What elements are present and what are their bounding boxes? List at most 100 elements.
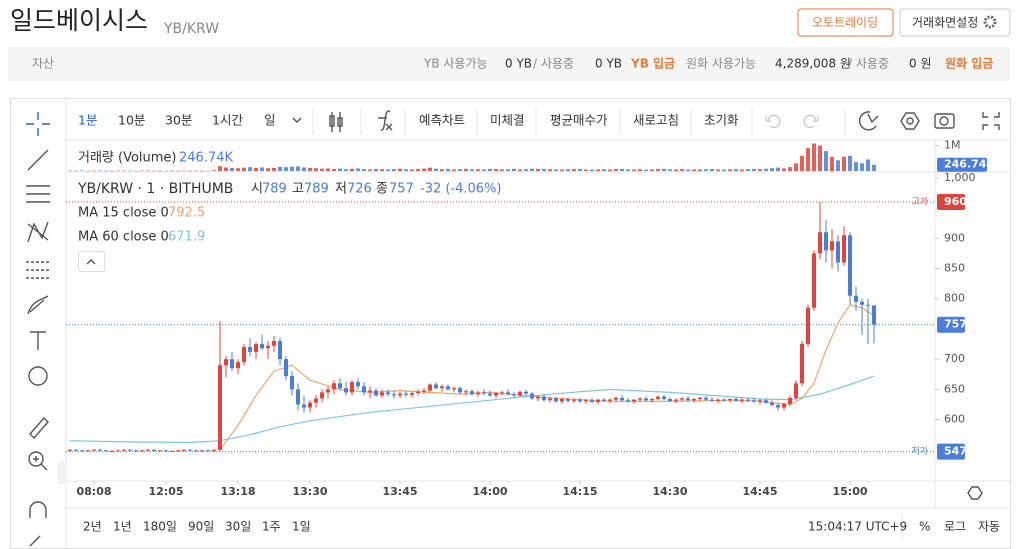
range-button[interactable]: 180일 <box>143 520 177 534</box>
candle-body <box>452 388 456 390</box>
candle-body <box>428 384 432 391</box>
volume-bar <box>416 168 420 171</box>
undo-button[interactable] <box>765 114 781 129</box>
snapshot-button[interactable] <box>934 113 955 129</box>
candle-body <box>590 400 594 403</box>
candle-body <box>296 389 300 405</box>
range-button[interactable]: 1일 <box>292 520 311 534</box>
volume-bar <box>518 169 522 171</box>
tool-button[interactable]: 미체결 <box>490 113 525 128</box>
interval-button[interactable]: 1분 <box>78 113 97 128</box>
range-button[interactable]: 30일 <box>225 520 251 534</box>
indicator-button[interactable] <box>378 110 393 131</box>
log-toggle[interactable]: 로그 <box>944 520 966 534</box>
candle-body <box>98 449 102 451</box>
measure-tool[interactable] <box>29 416 49 440</box>
volume-bar <box>326 168 330 171</box>
price-box-label: 547 <box>944 445 967 458</box>
interval-button[interactable]: 일 <box>264 113 276 128</box>
volume-bar <box>74 170 78 172</box>
fib-tool[interactable] <box>26 185 50 203</box>
candle-body <box>566 399 570 401</box>
replay-button[interactable] <box>858 111 879 131</box>
asset-text: 4,289,008 원 <box>775 57 851 71</box>
tool-button[interactable]: 예측차트 <box>419 113 465 128</box>
volume-bar <box>524 169 528 171</box>
settings-button[interactable] <box>900 112 920 130</box>
projection-tool[interactable] <box>26 261 50 279</box>
line-tool[interactable] <box>27 149 49 171</box>
interval-button[interactable]: 10분 <box>118 113 145 128</box>
candle-body <box>740 399 744 401</box>
brush-tool[interactable] <box>27 295 49 315</box>
emoji-tool[interactable] <box>28 366 48 386</box>
volume-bar <box>608 169 612 171</box>
pattern-tool[interactable] <box>27 221 49 243</box>
tool-button[interactable]: 평균매수가 <box>550 113 608 128</box>
price-box-label: 757 <box>944 318 967 331</box>
interval-button[interactable]: 1시간 <box>212 113 243 128</box>
zoom-tool[interactable] <box>28 451 44 467</box>
volume-bar <box>560 169 564 171</box>
range-button[interactable]: 90일 <box>188 520 214 534</box>
text-tool[interactable] <box>30 331 46 350</box>
volume-bar <box>872 164 876 171</box>
candle-body <box>644 398 648 401</box>
interval-button[interactable]: 30분 <box>165 113 192 128</box>
auto-trade-button[interactable] <box>797 8 894 37</box>
range-button[interactable]: 1주 <box>262 520 281 534</box>
tool-button[interactable]: 새로고침 <box>633 113 679 128</box>
volume-bar <box>386 169 390 171</box>
candle-body <box>734 399 738 401</box>
redo-button[interactable] <box>803 114 819 129</box>
y-tick-label: 900 <box>944 231 965 244</box>
volume-bar <box>146 170 150 172</box>
candle-body <box>386 392 390 395</box>
candle-body <box>134 450 138 452</box>
tool-button[interactable]: 초기화 <box>704 113 739 128</box>
percent-toggle[interactable]: % <box>919 520 930 534</box>
volume-bar <box>704 169 708 171</box>
candle-body <box>818 232 822 254</box>
volume-bar <box>182 170 186 172</box>
volume-bar <box>344 169 348 171</box>
volume-bar <box>638 169 642 171</box>
candle-body <box>158 450 162 452</box>
deposit-link[interactable]: 원화 입금 <box>945 56 993 71</box>
collapse-legend-button[interactable] <box>78 251 105 272</box>
volume-bar <box>176 170 180 172</box>
volume-bar <box>626 169 630 171</box>
candle-body <box>128 449 132 451</box>
settings-button[interactable] <box>899 8 1011 37</box>
candle-body <box>752 400 756 402</box>
lock-tool[interactable] <box>29 535 41 547</box>
candle-body <box>104 450 108 452</box>
magnet-tool[interactable] <box>29 501 47 518</box>
price-box <box>937 194 965 211</box>
candle-body <box>710 399 714 401</box>
candle-body <box>578 399 582 402</box>
interval-dropdown[interactable] <box>292 117 302 123</box>
auto-toggle[interactable]: 자동 <box>978 520 1000 534</box>
candle-body <box>440 386 444 389</box>
volume-bar <box>812 143 816 171</box>
axis-settings-button[interactable] <box>967 486 983 500</box>
candle-body <box>632 399 636 402</box>
crosshair-tool[interactable] <box>26 112 50 136</box>
change: -32 (-4.06%) <box>420 182 502 197</box>
range-button[interactable]: 1년 <box>113 520 132 534</box>
range-button[interactable]: 2년 <box>83 520 102 534</box>
candle-body <box>392 394 396 396</box>
candle-body <box>476 392 480 395</box>
fullscreen-button[interactable] <box>982 112 1000 130</box>
settings-icon <box>906 117 914 125</box>
volume-value: 246.74K <box>179 151 233 166</box>
candle-body <box>164 450 168 452</box>
candle-body <box>716 399 720 401</box>
volume-bar <box>548 169 552 171</box>
candle-body <box>872 305 876 325</box>
volume-bar <box>656 169 660 171</box>
candle-body <box>800 344 804 384</box>
deposit-link[interactable]: YB 입금 <box>630 57 675 71</box>
panel-toggle[interactable] <box>58 462 66 484</box>
